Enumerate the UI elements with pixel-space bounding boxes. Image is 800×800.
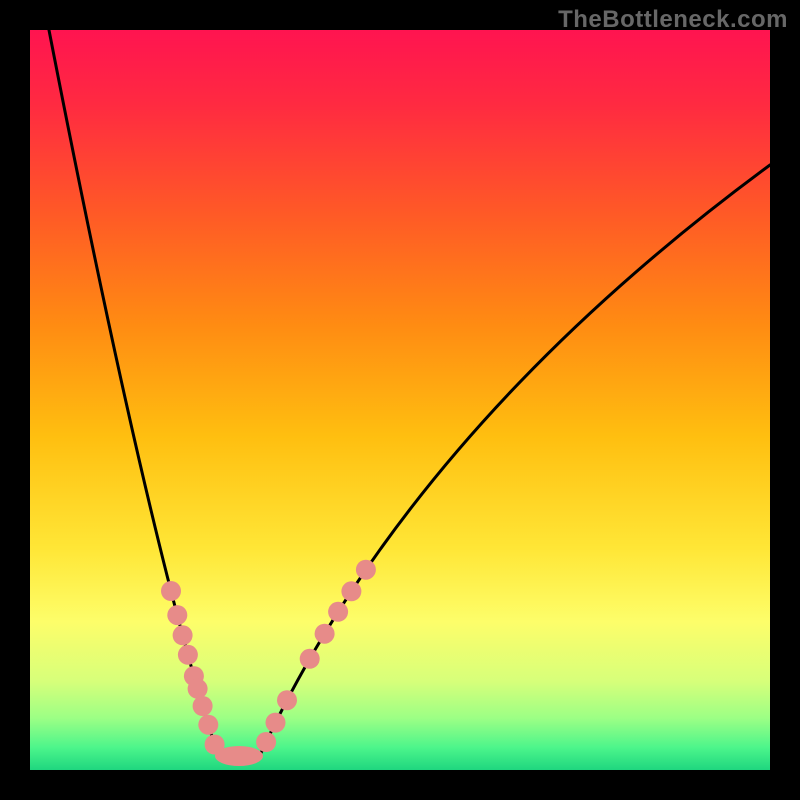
chart-stage: TheBottleneck.com (0, 0, 800, 800)
plot-background (30, 30, 770, 770)
marker-left (193, 696, 213, 716)
marker-right (266, 713, 286, 733)
marker-left (161, 581, 181, 601)
marker-right (328, 602, 348, 622)
marker-left (178, 645, 198, 665)
chart-svg (0, 0, 800, 800)
marker-right (256, 732, 276, 752)
marker-left (188, 679, 208, 699)
marker-left (173, 625, 193, 645)
marker-right (356, 560, 376, 580)
marker-right (315, 624, 335, 644)
marker-left (167, 605, 187, 625)
marker-right (341, 581, 361, 601)
marker-bottom-pill (215, 746, 263, 766)
marker-left (198, 715, 218, 735)
marker-right (277, 690, 297, 710)
watermark-text: TheBottleneck.com (558, 6, 788, 34)
marker-right (300, 649, 320, 669)
